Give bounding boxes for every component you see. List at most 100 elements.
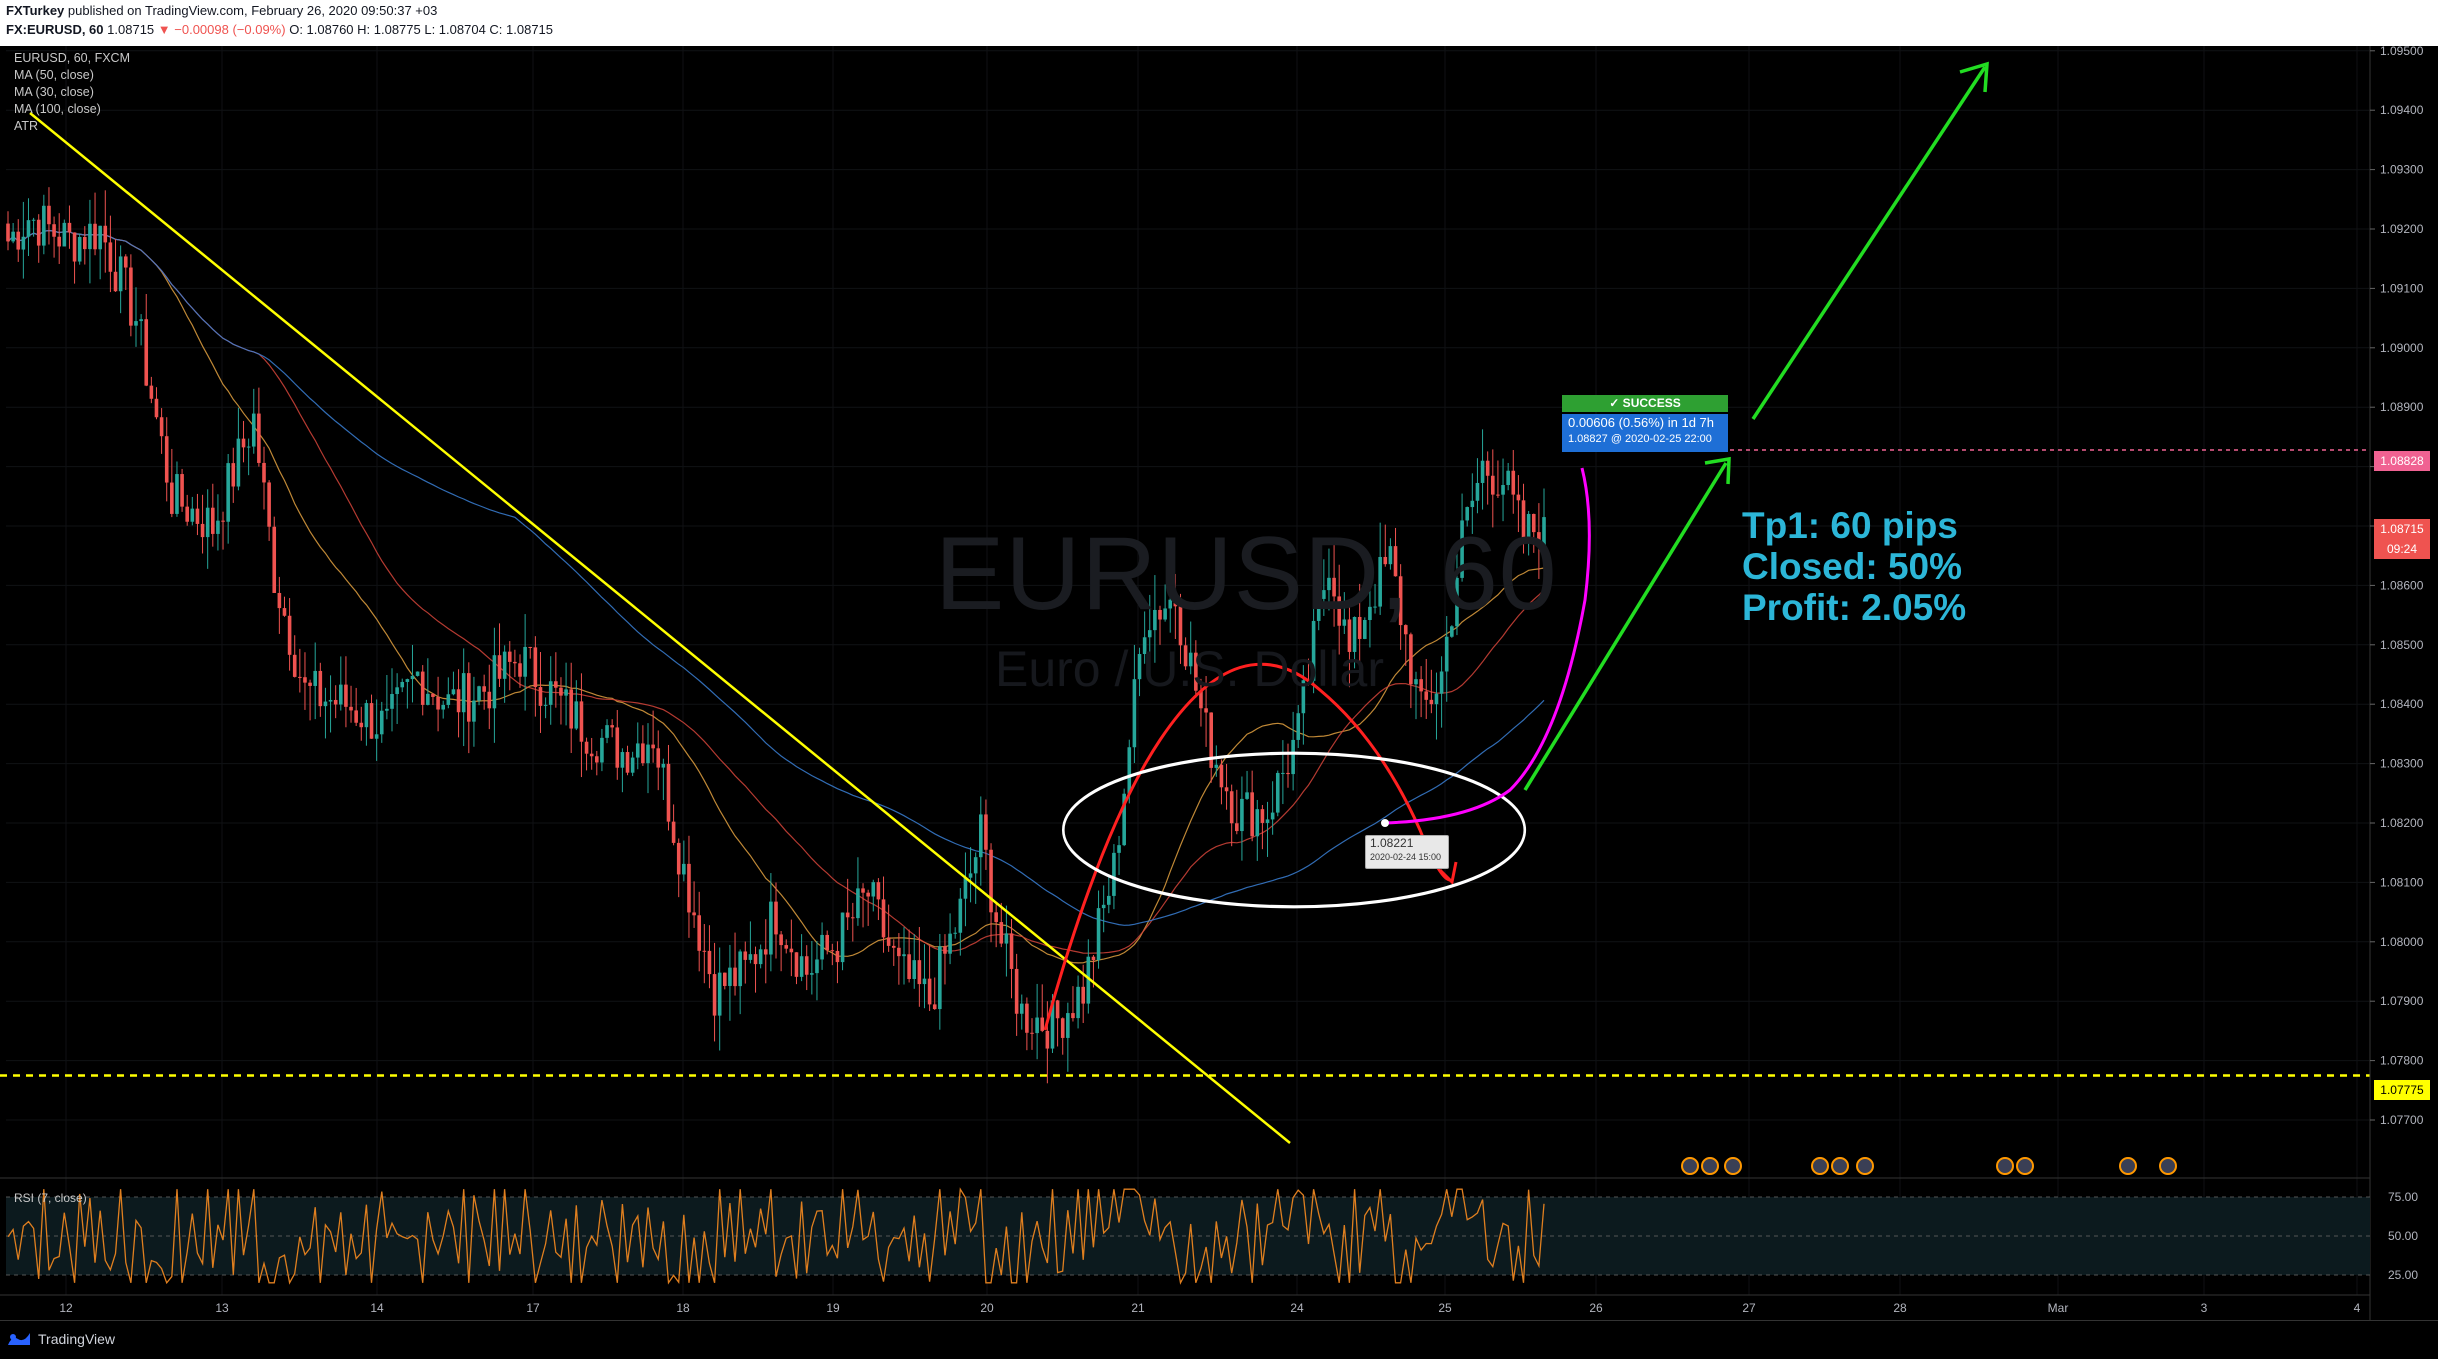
candle-body	[1122, 793, 1126, 846]
brand[interactable]: TradingView	[6, 1331, 115, 1347]
legend-ma30[interactable]: MA (30, close)	[14, 85, 94, 99]
price-tick-label: 1.09100	[2380, 281, 2424, 295]
legend-ma100[interactable]: MA (100, close)	[14, 102, 101, 116]
candle-body	[1368, 606, 1372, 621]
candle-body	[72, 232, 77, 262]
candle-body	[830, 950, 835, 952]
candle-body	[1101, 904, 1106, 909]
candle-body	[886, 937, 891, 946]
candle-body	[656, 748, 661, 768]
candle-body	[513, 661, 517, 664]
author-name[interactable]: FXTurkey	[6, 3, 65, 18]
candle-body	[907, 954, 911, 979]
candle-body	[272, 526, 277, 593]
candle-body	[298, 676, 302, 678]
price-tick-label: 1.08100	[2380, 875, 2424, 889]
candle-body	[67, 222, 72, 233]
candle-body	[282, 608, 287, 616]
rsi-pane: 75.00 50.00 25.00	[0, 1177, 2418, 1285]
candle-body	[861, 888, 865, 893]
candle-body	[1322, 590, 1326, 599]
price-tick-label: 1.07900	[2380, 994, 2424, 1008]
candle-body	[953, 932, 957, 934]
candle-body	[359, 722, 364, 728]
candle-body	[1214, 764, 1219, 768]
event-flag-icon	[2159, 1157, 2177, 1175]
candles	[6, 187, 1546, 1084]
candle-body	[6, 223, 10, 242]
candle-body	[262, 462, 266, 483]
candle-body	[1096, 908, 1101, 961]
time-tick-label: 20	[980, 1301, 994, 1315]
time-tick-label: 19	[826, 1301, 840, 1315]
candle-body	[1439, 671, 1444, 694]
event-flag-icon	[1996, 1157, 2014, 1175]
candle-body	[1066, 1013, 1070, 1038]
legend-atr[interactable]: ATR	[14, 119, 39, 133]
candle-body	[1030, 1032, 1034, 1034]
candle-body	[216, 520, 220, 534]
red-arrowhead	[1438, 861, 1458, 886]
legend-ma50[interactable]: MA (50, close)	[14, 68, 94, 82]
candle-body	[436, 696, 440, 710]
candle-body	[497, 655, 502, 679]
candle-body	[1537, 532, 1541, 547]
candle-body	[891, 945, 896, 948]
candle-body	[405, 679, 410, 682]
candle-body	[426, 693, 430, 705]
candle-body	[451, 689, 456, 695]
last-price-label: 1.08715	[2374, 519, 2430, 539]
candle-body	[318, 670, 323, 707]
candle-body	[615, 727, 620, 768]
time-tick-label: 18	[676, 1301, 690, 1315]
candle-body	[943, 946, 947, 954]
candle-body	[441, 704, 445, 710]
legend-series[interactable]: EURUSD, 60, FXCM	[14, 51, 130, 65]
candle-body	[1347, 619, 1352, 652]
event-flag-icon	[2119, 1157, 2137, 1175]
candle-body	[840, 912, 845, 963]
candle-body	[697, 915, 701, 951]
time-tick-label: 27	[1742, 1301, 1756, 1315]
candle-body	[881, 899, 886, 938]
event-flag-icon	[2016, 1157, 2034, 1175]
price-tick-label: 1.09200	[2380, 222, 2424, 236]
candle-body	[973, 857, 978, 874]
candle-body	[1245, 792, 1249, 799]
candle-body	[661, 763, 666, 768]
candle-body	[472, 700, 476, 722]
candle-body	[948, 933, 952, 954]
candle-body	[1229, 791, 1234, 824]
candle-body	[31, 219, 36, 221]
candle-body	[723, 972, 727, 986]
time-tick-label: 25	[1438, 1301, 1452, 1315]
entry-marker	[1381, 819, 1389, 827]
candle-body	[292, 654, 297, 677]
rsi-tick-label: 50.00	[2388, 1229, 2418, 1243]
candle-body	[369, 703, 374, 739]
candle-body	[625, 752, 630, 773]
brand-name: TradingView	[38, 1331, 116, 1347]
candle-body	[354, 710, 358, 723]
candle-body	[487, 691, 492, 709]
price-tick-label: 1.09500	[2380, 44, 2424, 58]
candle-body	[1511, 470, 1516, 495]
candle-body	[579, 701, 584, 742]
indicator-legend: EURUSD, 60, FXCM MA (50, close) MA (30, …	[14, 50, 130, 135]
candle-body	[1373, 606, 1377, 608]
candle-body	[1475, 482, 1480, 501]
candle-body	[569, 689, 573, 729]
publish-info: FXTurkey published on TradingView.com, F…	[6, 3, 437, 18]
candle-body	[1270, 812, 1275, 820]
publish-text: published on TradingView.com, February 2…	[67, 3, 438, 18]
candle-body	[584, 741, 589, 754]
candle-body	[595, 756, 599, 763]
candle-body	[1403, 625, 1408, 635]
candle-body	[328, 699, 333, 702]
candle-body	[1260, 809, 1265, 823]
candle-body	[835, 950, 840, 963]
candle-body	[1485, 460, 1490, 476]
rsi-legend[interactable]: RSI (7, close)	[14, 1191, 87, 1205]
candle-body	[646, 744, 650, 764]
